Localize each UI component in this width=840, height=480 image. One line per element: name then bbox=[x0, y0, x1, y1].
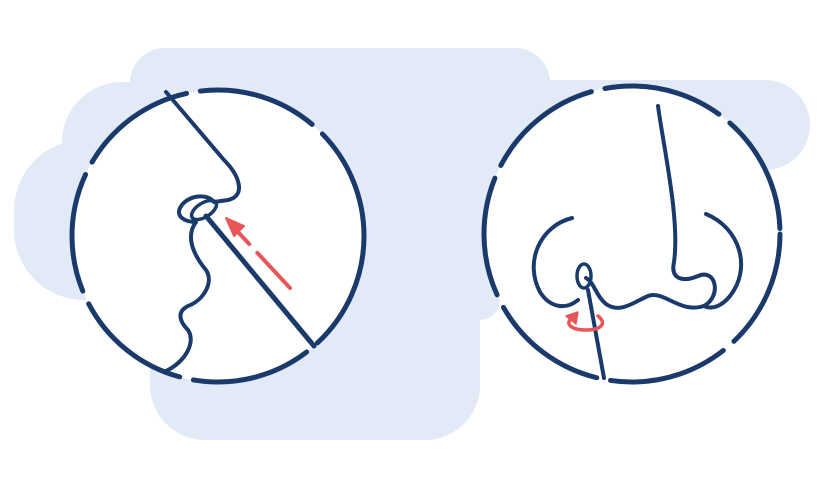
nose-wing-left bbox=[531, 216, 580, 309]
nose-bridge-outline bbox=[656, 104, 717, 308]
left-panel-circle-outline bbox=[69, 87, 367, 385]
panel-front-nose bbox=[481, 83, 783, 385]
swab-tip bbox=[189, 198, 219, 222]
swab-stick-front bbox=[586, 288, 606, 380]
left-panel-circle-fill bbox=[72, 90, 364, 382]
nostril-right-outline bbox=[584, 276, 706, 310]
nose-wing-right bbox=[702, 212, 744, 310]
rotate-arrow-icon bbox=[565, 311, 605, 332]
swab-stick bbox=[203, 213, 317, 349]
swab-tip-front bbox=[575, 262, 593, 290]
right-panel-circle-outline bbox=[481, 83, 783, 385]
panel-side-profile bbox=[69, 87, 367, 385]
arrow-up-left-icon bbox=[225, 217, 292, 290]
